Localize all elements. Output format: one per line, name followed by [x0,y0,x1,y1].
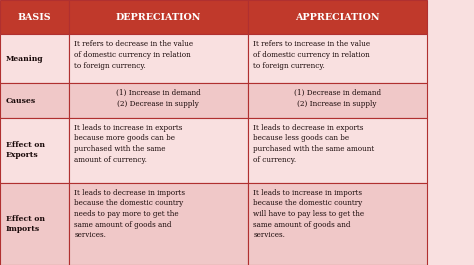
Text: Effect on
Exports: Effect on Exports [6,142,45,159]
Text: It refers to increase in the value
of domestic currency in relation
to foreign c: It refers to increase in the value of do… [253,40,371,70]
Bar [69,118,247,183]
Bar [0,0,69,34]
Text: It leads to decrease in imports
because the domestic country
needs to pay more t: It leads to decrease in imports because … [74,189,185,240]
Text: (1) Decrease in demand
(2) Increase in supply: (1) Decrease in demand (2) Increase in s… [293,89,381,108]
Bar [247,83,427,118]
Text: Meaning: Meaning [6,55,43,63]
Bar [69,0,247,34]
Bar [0,118,69,183]
Bar [69,183,247,265]
Text: It leads to increase in exports
because more goods can be
purchased with the sam: It leads to increase in exports because … [74,124,183,164]
Bar [247,0,427,34]
Bar [247,118,427,183]
Text: It leads to decrease in exports
because less goods can be
purchased with the sam: It leads to decrease in exports because … [253,124,374,164]
Bar [0,183,69,265]
Text: BASIS: BASIS [18,13,51,22]
Text: DEPRECIATION: DEPRECIATION [116,13,201,22]
Bar [247,183,427,265]
Text: It refers to decrease in the value
of domestic currency in relation
to foreign c: It refers to decrease in the value of do… [74,40,193,70]
Bar [69,34,247,83]
Text: Causes: Causes [6,97,36,105]
Text: Effect on
Imports: Effect on Imports [6,215,45,233]
Text: (1) Increase in demand
(2) Decrease in supply: (1) Increase in demand (2) Decrease in s… [116,89,201,108]
Bar [0,34,69,83]
Text: It leads to increase in imports
because the domestic country
will have to pay le: It leads to increase in imports because … [253,189,365,240]
Text: APPRECIATION: APPRECIATION [295,13,379,22]
Bar [0,83,69,118]
Bar [247,34,427,83]
Bar [69,83,247,118]
